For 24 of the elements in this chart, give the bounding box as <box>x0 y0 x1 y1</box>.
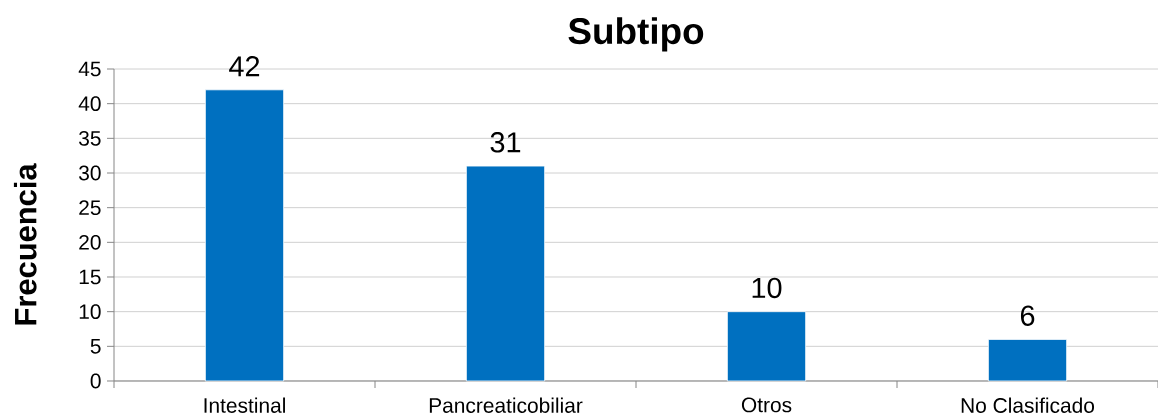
data-label: 42 <box>229 56 260 77</box>
y-axis-title: Frecuencia <box>13 163 37 325</box>
data-label: 31 <box>490 132 521 153</box>
x-tick-label: Otros <box>741 397 792 413</box>
x-tick-label: No Clasificado <box>961 397 1095 413</box>
data-label: 6 <box>1020 305 1035 326</box>
chart-title: Subtipo <box>568 17 704 52</box>
y-tick-label: 45 <box>78 61 101 77</box>
y-tick-label: 10 <box>79 304 101 320</box>
bar <box>204 89 285 382</box>
bar <box>726 311 807 382</box>
y-tick-label: 20 <box>79 234 101 250</box>
x-tick-label: Intestinal <box>204 397 285 413</box>
y-tick-label: 40 <box>78 96 101 112</box>
bar <box>987 339 1068 382</box>
y-tick-label: 35 <box>79 130 101 146</box>
x-tick-label: Pancreaticobiliar <box>429 397 583 413</box>
y-tick-label: 30 <box>79 165 101 181</box>
y-tick-label: 25 <box>79 200 101 216</box>
bar <box>465 165 546 382</box>
data-label: 10 <box>752 277 782 299</box>
y-tick-label: 5 <box>90 339 101 354</box>
y-tick-label: 15 <box>79 269 101 285</box>
y-tick-label: 0 <box>90 373 101 389</box>
